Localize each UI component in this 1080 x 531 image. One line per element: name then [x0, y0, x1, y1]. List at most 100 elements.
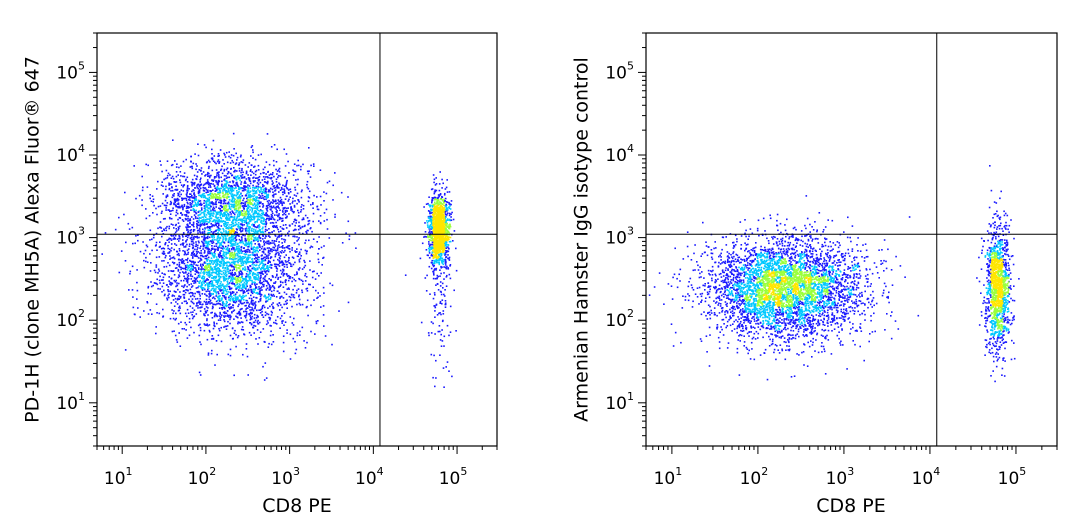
- scatter-point: [236, 175, 239, 178]
- scatter-point: [166, 174, 169, 177]
- scatter-point: [244, 228, 247, 230]
- scatter-point: [181, 214, 183, 216]
- scatter-point: [191, 184, 193, 187]
- scatter-point: [162, 276, 165, 279]
- scatter-point: [209, 301, 211, 303]
- scatter-point: [193, 182, 196, 185]
- scatter-point: [182, 197, 184, 200]
- scatter-point: [252, 190, 254, 193]
- scatter-point: [279, 257, 281, 260]
- scatter-point: [238, 287, 241, 289]
- scatter-point: [268, 266, 271, 268]
- scatter-point: [286, 263, 288, 266]
- scatter-point: [242, 177, 244, 179]
- scatter-point: [220, 262, 223, 265]
- scatter-point: [253, 313, 256, 316]
- scatter-point: [283, 272, 286, 275]
- scatter-point: [226, 167, 229, 169]
- scatter-point: [256, 283, 258, 285]
- scatter-point: [173, 181, 175, 183]
- scatter-point: [277, 206, 279, 208]
- scatter-point: [125, 241, 127, 244]
- scatter-point: [304, 261, 306, 264]
- scatter-point: [186, 236, 189, 239]
- scatter-point: [249, 272, 251, 275]
- scatter-point: [312, 212, 315, 215]
- scatter-point: [193, 192, 195, 194]
- scatter-point: [259, 272, 262, 275]
- scatter-point: [260, 187, 262, 189]
- scatter-point: [230, 224, 233, 226]
- scatter-point: [239, 250, 242, 253]
- scatter-point: [259, 205, 261, 208]
- scatter-point: [132, 306, 135, 309]
- scatter-point: [218, 154, 220, 157]
- scatter-point: [204, 265, 206, 268]
- scatter-point: [225, 227, 227, 230]
- scatter-point: [154, 271, 157, 274]
- scatter-point: [281, 247, 284, 249]
- scatter-point: [189, 259, 191, 262]
- scatter-point: [220, 326, 222, 329]
- scatter-point: [255, 169, 258, 172]
- scatter-point: [172, 317, 175, 320]
- scatter-point: [264, 225, 267, 228]
- scatter-point: [157, 180, 159, 183]
- scatter-point: [232, 222, 235, 225]
- scatter-point: [186, 261, 189, 264]
- scatter-point: [213, 261, 216, 264]
- scatter-point: [265, 192, 267, 194]
- scatter-point: [260, 247, 263, 250]
- scatter-point: [227, 188, 230, 191]
- scatter-point: [182, 190, 185, 192]
- scatter-point: [243, 250, 245, 252]
- scatter-point: [235, 315, 237, 318]
- scatter-point: [195, 211, 197, 214]
- scatter-point: [245, 232, 248, 235]
- scatter-point: [144, 249, 147, 252]
- scatter-point: [279, 202, 282, 204]
- scatter-point: [229, 303, 231, 305]
- scatter-point: [205, 216, 207, 218]
- scatter-point: [225, 290, 228, 293]
- scatter-point: [212, 193, 215, 196]
- scatter-point: [243, 278, 245, 280]
- scatter-point: [259, 210, 261, 212]
- scatter-point: [251, 209, 254, 212]
- scatter-point: [278, 241, 280, 243]
- scatter-point: [197, 307, 199, 309]
- scatter-point: [158, 279, 161, 282]
- scatter-point: [178, 295, 180, 298]
- scatter-point: [257, 164, 260, 167]
- scatter-point: [244, 316, 247, 319]
- scatter-point: [186, 176, 189, 179]
- scatter-point: [325, 208, 328, 211]
- scatter-point: [256, 261, 258, 264]
- scatter-point: [192, 242, 195, 244]
- scatter-point: [237, 305, 239, 308]
- scatter-point: [229, 253, 231, 255]
- scatter-point: [212, 220, 215, 223]
- scatter-point: [285, 185, 287, 187]
- scatter-point: [244, 310, 247, 313]
- scatter-point: [230, 229, 233, 231]
- scatter-point: [263, 306, 266, 309]
- scatter-point: [139, 316, 141, 318]
- scatter-point: [326, 218, 328, 221]
- scatter-point: [217, 319, 220, 321]
- scatter-point: [288, 257, 290, 259]
- scatter-point: [219, 253, 221, 256]
- scatter-point: [266, 267, 269, 269]
- scatter-point: [238, 314, 241, 316]
- scatter-point: [245, 258, 248, 260]
- scatter-point: [276, 268, 279, 270]
- scatter-point: [207, 264, 210, 266]
- scatter-point: [297, 178, 299, 181]
- scatter-point: [296, 289, 298, 292]
- scatter-point: [147, 286, 149, 289]
- scatter-point: [218, 227, 220, 230]
- scatter-point: [208, 182, 210, 184]
- scatter-point: [186, 210, 189, 212]
- scatter-point: [221, 297, 223, 299]
- scatter-point: [250, 297, 253, 300]
